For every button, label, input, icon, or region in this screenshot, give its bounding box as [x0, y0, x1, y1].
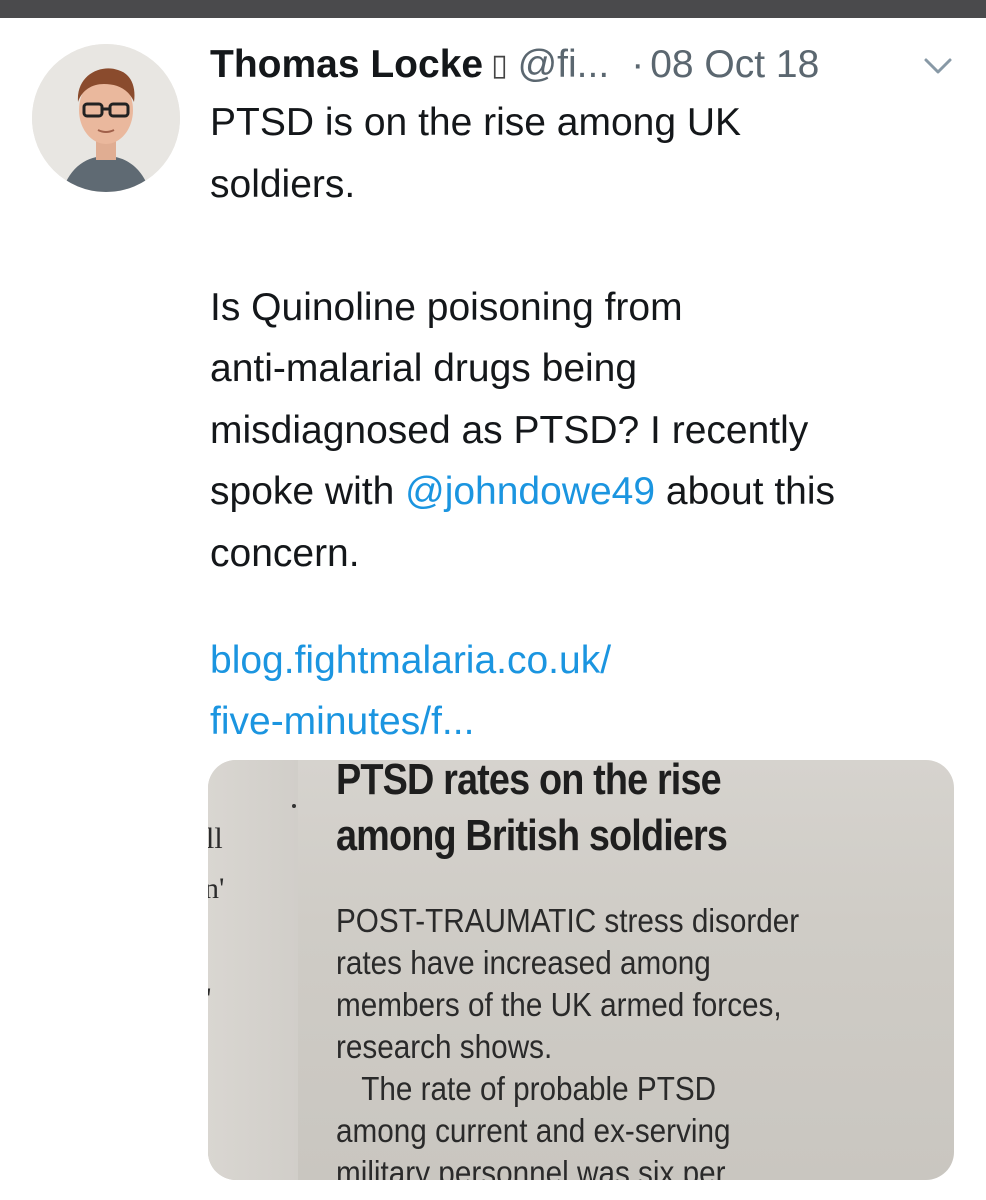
body-line: members of the UK armed forces, — [336, 986, 782, 1023]
newspaper-body: POST-TRAUMATIC stress disorder rates hav… — [336, 900, 894, 1180]
tweet-text: PTSD is on the rise among UK soldiers. I… — [210, 92, 970, 584]
headline-line: PTSD rates on the rise — [336, 760, 722, 804]
body-line: rates have increased among — [336, 944, 711, 981]
header-separator: · — [631, 43, 645, 86]
author-handle[interactable]: @fi... — [517, 43, 610, 86]
tweet-line: soldiers. — [210, 162, 356, 206]
tweet-text-segment: about this — [655, 470, 836, 513]
tweet-line: Is Quinoline poisoning from — [210, 285, 683, 329]
body-line: POST-TRAUMATIC stress disorder — [336, 902, 800, 939]
newspaper-headline: PTSD rates on the rise among British sol… — [336, 760, 852, 864]
mention-link[interactable]: @johndowe49 — [405, 470, 656, 513]
top-status-bar — [0, 0, 986, 18]
tweet-date[interactable]: 08 Oct 18 — [650, 43, 820, 86]
chevron-down-icon[interactable] — [920, 52, 956, 80]
profile-photo-image — [32, 44, 180, 192]
print-speck — [292, 804, 296, 808]
tweet-text-segment: spoke with — [210, 470, 406, 513]
body-line: among current and ex-serving — [336, 1112, 731, 1149]
tweet-line: anti-malarial drugs being — [210, 347, 638, 390]
body-line: The rate of probable PTSD — [361, 1070, 717, 1107]
url-line[interactable]: blog.fightmalaria.co.uk/ — [210, 639, 612, 682]
column-fragment: ' — [208, 982, 211, 1016]
tweet-line: spoke with @johndowe49 about this — [210, 461, 970, 523]
body-line: research shows. — [336, 1028, 553, 1065]
column-fragment: n' — [208, 872, 225, 905]
body-line: military personnel was six per — [336, 1154, 726, 1180]
tweet-header: Thomas Locke ▯ @fi... · 08 Oct 18 — [210, 40, 819, 90]
author-avatar[interactable] — [32, 44, 180, 192]
tweet-line: PTSD is on the rise among UK — [210, 101, 742, 144]
tweet-line: misdiagnosed as PTSD? I recently — [210, 408, 809, 452]
column-fragment: ll — [208, 822, 223, 855]
tweet-url-link[interactable]: blog.fightmalaria.co.uk/ five-minutes/f.… — [210, 630, 611, 752]
tweet-line: concern. — [210, 531, 360, 575]
newspaper-adjacent-column — [208, 760, 298, 1180]
link-preview-card[interactable]: ll n' ' PTSD rates on the rise among Bri… — [208, 760, 954, 1180]
url-line[interactable]: five-minutes/f... — [210, 700, 475, 743]
headline-line: among British soldiers — [336, 811, 728, 860]
author-name[interactable]: Thomas Locke — [210, 43, 484, 86]
name-emoji-icon: ▯ — [491, 48, 508, 82]
